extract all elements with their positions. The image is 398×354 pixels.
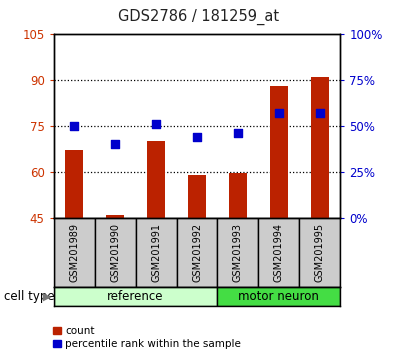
Text: GDS2786 / 181259_at: GDS2786 / 181259_at [119, 9, 279, 25]
Legend: count, percentile rank within the sample: count, percentile rank within the sample [53, 326, 241, 349]
Point [317, 110, 323, 116]
Bar [188, 175, 206, 218]
Bar [229, 173, 247, 218]
Text: motor neuron: motor neuron [238, 290, 319, 303]
Text: GSM201993: GSM201993 [233, 223, 243, 282]
Point [235, 130, 241, 136]
Point [112, 141, 118, 147]
Text: GSM201990: GSM201990 [110, 223, 120, 282]
Bar [136, 218, 177, 287]
Bar [217, 218, 258, 287]
Text: GSM201992: GSM201992 [192, 223, 202, 282]
Bar [310, 76, 329, 218]
Text: GSM201989: GSM201989 [69, 223, 79, 282]
Point [71, 123, 77, 129]
Text: cell type: cell type [4, 290, 55, 303]
Point [153, 121, 159, 127]
Bar [177, 218, 217, 287]
Bar [65, 150, 84, 218]
Text: GSM201994: GSM201994 [274, 223, 284, 282]
Bar [270, 86, 288, 218]
Point [276, 110, 282, 116]
Bar [147, 141, 165, 218]
Text: GSM201995: GSM201995 [315, 223, 325, 282]
Bar [258, 218, 299, 287]
Bar [299, 218, 340, 287]
Bar [54, 287, 217, 306]
Text: reference: reference [107, 290, 164, 303]
Text: ▶: ▶ [43, 291, 51, 302]
Bar [95, 218, 136, 287]
Bar [106, 215, 124, 218]
Text: GSM201991: GSM201991 [151, 223, 161, 282]
Bar [54, 218, 95, 287]
Bar [217, 287, 340, 306]
Point [194, 134, 200, 139]
